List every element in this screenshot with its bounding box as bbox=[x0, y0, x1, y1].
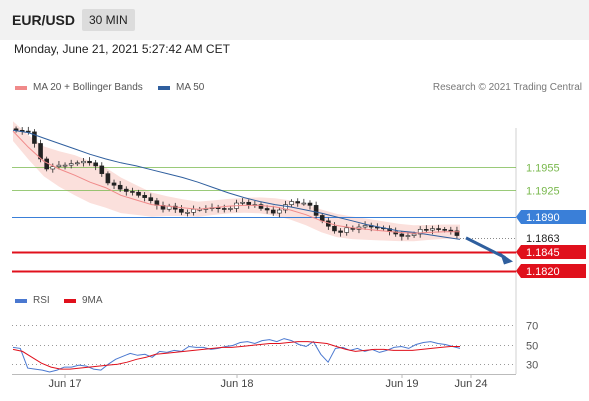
level-box-label: 1.1890 bbox=[526, 212, 560, 224]
candle-body bbox=[136, 191, 141, 196]
candle-body bbox=[74, 162, 80, 165]
legend-ma50: MA 50 bbox=[158, 82, 204, 93]
rsi-level-label: 30 bbox=[526, 360, 538, 372]
candle-body bbox=[411, 233, 417, 236]
forecast-arrow-shaft bbox=[465, 236, 506, 259]
currency-pair: EUR/USD bbox=[12, 12, 76, 28]
candle-body bbox=[185, 212, 190, 214]
candle-body bbox=[332, 225, 337, 232]
candle-body bbox=[442, 229, 447, 231]
candle-body bbox=[277, 209, 282, 214]
current-price-label: 1.1863 bbox=[526, 233, 560, 245]
legend-9ma-label: 9MA bbox=[82, 295, 103, 306]
level-box bbox=[516, 210, 586, 224]
candle-body bbox=[240, 201, 245, 204]
candle-body bbox=[62, 164, 68, 167]
level-box bbox=[516, 245, 586, 259]
candle-body bbox=[301, 202, 307, 205]
timeframe-badge[interactable]: 30 MIN bbox=[82, 9, 135, 31]
candle-body bbox=[93, 162, 98, 167]
ma9-swatch bbox=[64, 298, 76, 303]
candle-body bbox=[424, 229, 429, 231]
candle-body bbox=[179, 208, 184, 213]
candle-body bbox=[172, 205, 178, 210]
candle-body bbox=[436, 228, 441, 230]
candle-body bbox=[307, 202, 313, 206]
ma50-swatch bbox=[158, 85, 170, 90]
candle-body bbox=[264, 208, 270, 211]
candle-body bbox=[56, 164, 62, 167]
x-tick-label: Jun 19 bbox=[385, 378, 418, 390]
candle-body bbox=[246, 201, 252, 205]
candle-body bbox=[148, 197, 154, 202]
bollinger-band bbox=[13, 121, 460, 242]
rsi-level-label: 50 bbox=[526, 341, 538, 353]
candle-body bbox=[362, 225, 368, 228]
candle-body bbox=[295, 201, 301, 204]
candle-body bbox=[130, 191, 135, 193]
legend-ma20-label: MA 20 + Bollinger Bands bbox=[33, 82, 143, 93]
ma20-swatch bbox=[15, 85, 27, 90]
legend-ma50-label: MA 50 bbox=[176, 82, 205, 93]
candle-body bbox=[68, 163, 74, 166]
candle-body bbox=[87, 160, 92, 164]
x-tick-label: Jun 18 bbox=[220, 378, 253, 390]
candle-body bbox=[289, 201, 294, 205]
candle-body bbox=[405, 235, 411, 237]
candle-body bbox=[344, 227, 350, 233]
candle-body bbox=[417, 229, 423, 235]
candle-body bbox=[313, 205, 319, 216]
ma20-line bbox=[12, 130, 460, 234]
candle-body bbox=[50, 166, 56, 170]
candle-body bbox=[221, 208, 227, 210]
candle-body bbox=[448, 229, 454, 232]
candle-body bbox=[81, 160, 86, 164]
credit-label: Research © 2021 Trading Central bbox=[432, 82, 582, 93]
candle-body bbox=[270, 209, 276, 214]
candle-body bbox=[32, 131, 37, 144]
candle-body bbox=[142, 195, 147, 198]
ma9-line bbox=[12, 341, 460, 370]
legend-9ma: 9MA bbox=[64, 295, 103, 306]
candle-body bbox=[430, 228, 435, 231]
level-box-label: 1.1820 bbox=[526, 266, 560, 278]
x-tick-label: Jun 17 bbox=[48, 378, 81, 390]
candle-body bbox=[191, 208, 196, 213]
rsi-line bbox=[12, 338, 461, 373]
level-label-green: 1.1925 bbox=[526, 186, 560, 198]
candle-body bbox=[399, 233, 405, 237]
top-bar: EUR/USD 30 MIN bbox=[0, 0, 589, 40]
candle-body bbox=[99, 165, 105, 174]
candle-body bbox=[117, 184, 123, 190]
level-label-green: 1.1955 bbox=[526, 163, 560, 175]
level-box bbox=[516, 264, 586, 278]
candle-body bbox=[228, 208, 233, 210]
candle-body bbox=[123, 188, 129, 192]
forecast-arrow-head bbox=[500, 252, 513, 265]
datetime-label: Monday, June 21, 2021 5:27:42 AM CET bbox=[14, 42, 230, 56]
rsi-level-label: 70 bbox=[526, 321, 538, 333]
candle-body bbox=[283, 204, 288, 211]
candle-body bbox=[454, 230, 460, 236]
legend-rsi-label: RSI bbox=[33, 295, 50, 306]
legend-rsi: RSI bbox=[15, 295, 50, 306]
candle-body bbox=[258, 204, 264, 209]
candle-body bbox=[319, 215, 325, 222]
x-tick-label: Jun 24 bbox=[454, 378, 487, 390]
level-box-label: 1.1845 bbox=[526, 247, 560, 259]
rsi-swatch bbox=[15, 298, 27, 303]
legend-ma20: MA 20 + Bollinger Bands bbox=[15, 82, 143, 93]
candle-body bbox=[105, 173, 111, 184]
candle-body bbox=[111, 182, 117, 186]
ma50-line bbox=[12, 129, 461, 240]
candle-body bbox=[338, 230, 343, 233]
